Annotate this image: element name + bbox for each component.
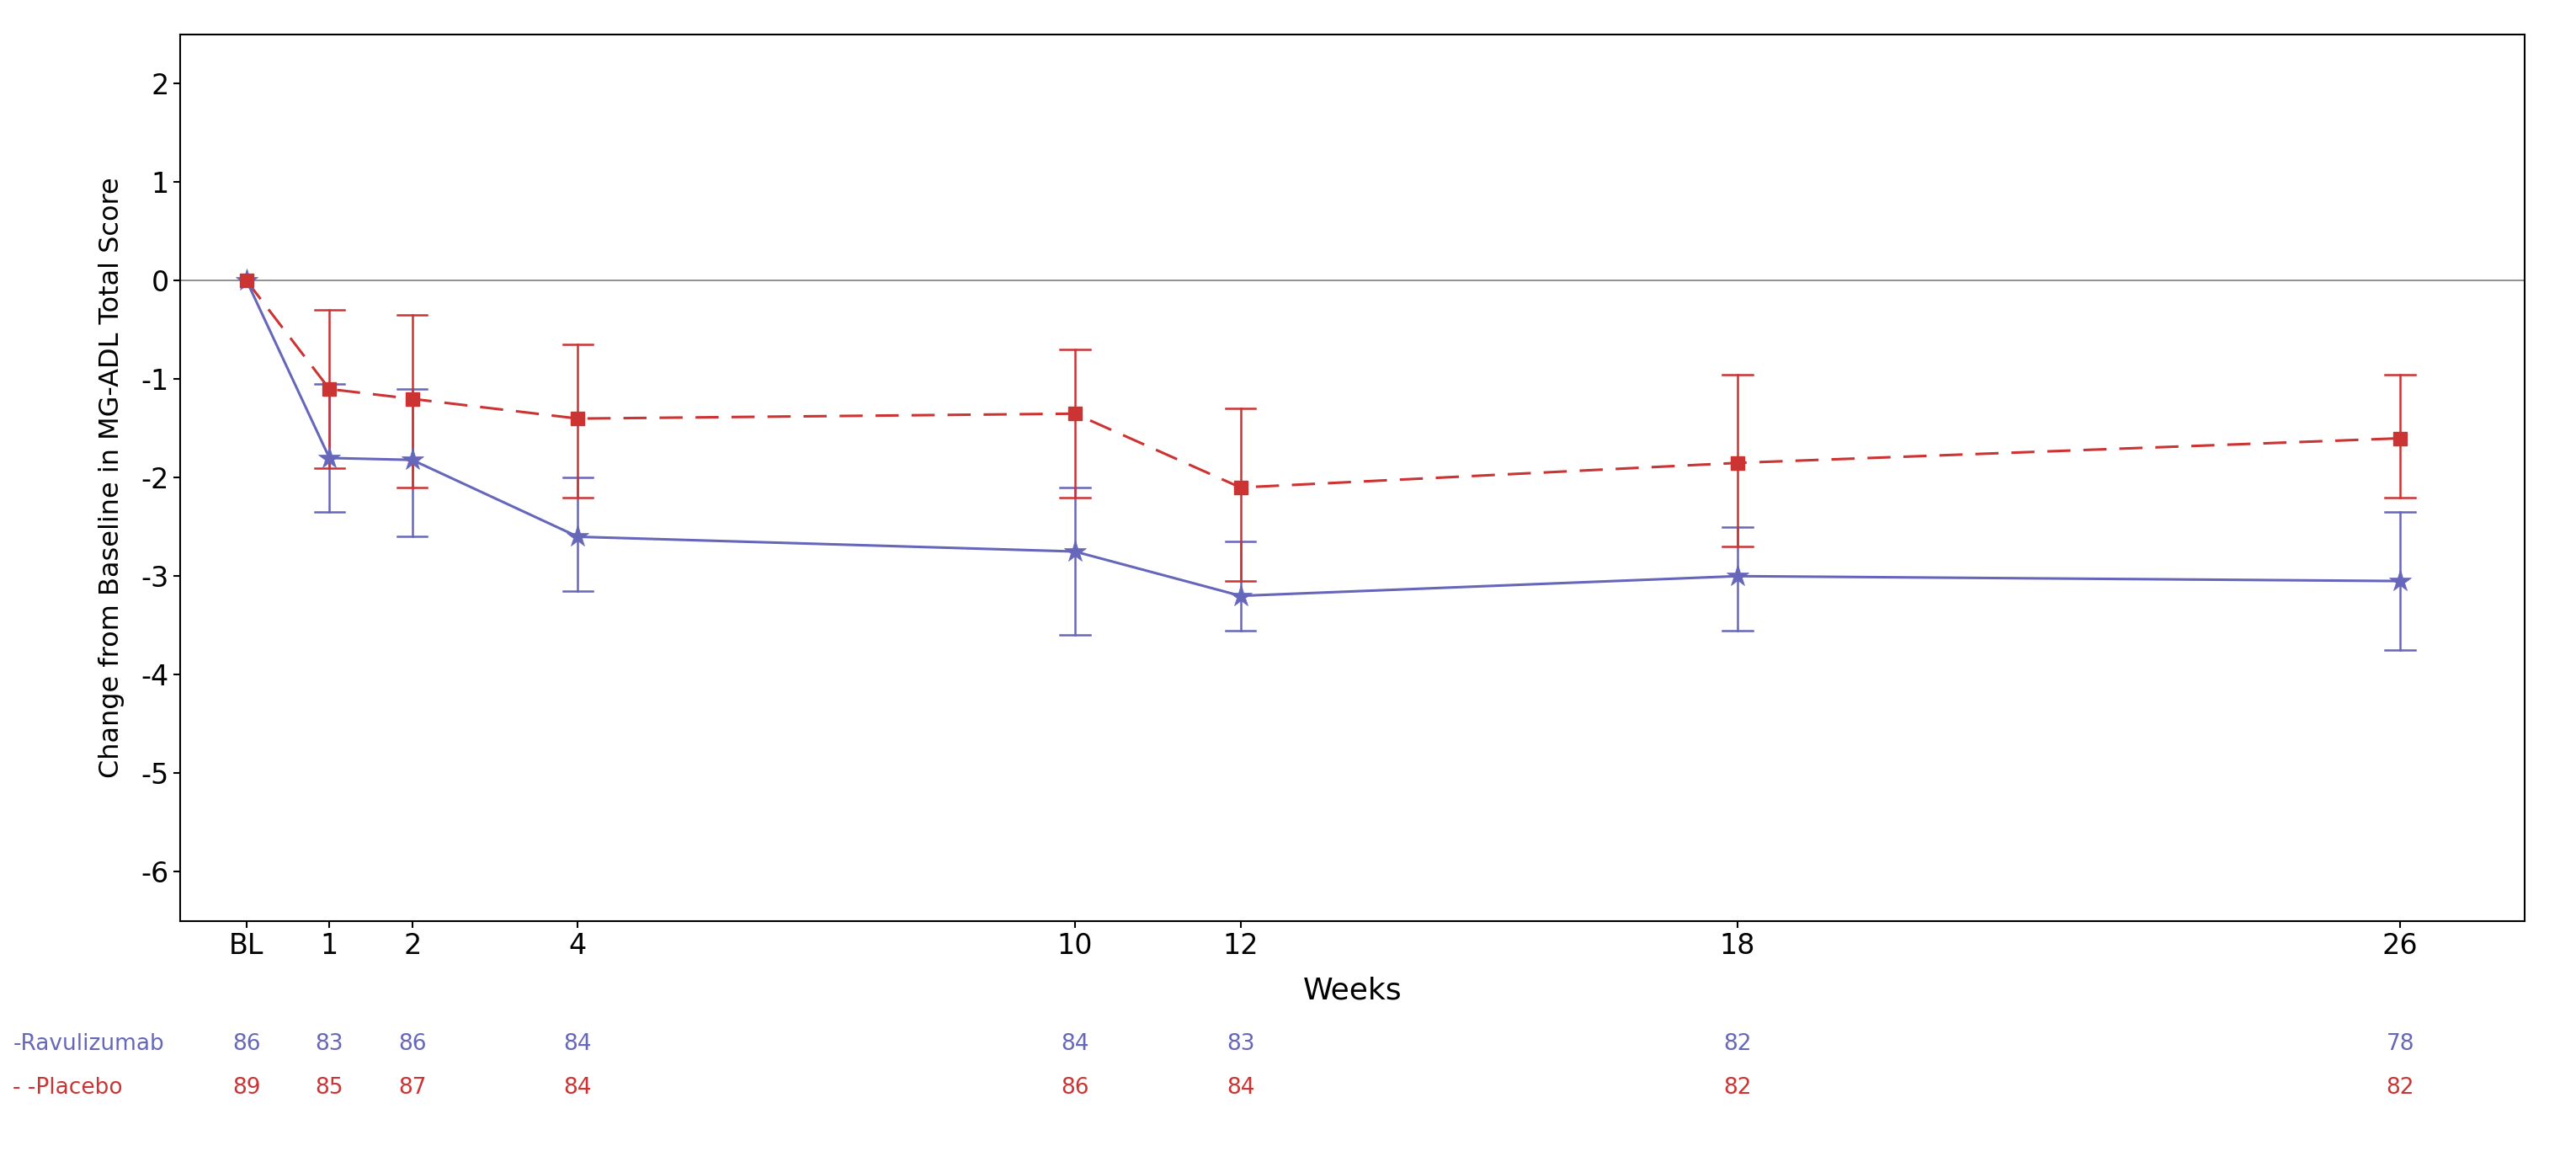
Text: 78: 78 xyxy=(2385,1032,2414,1055)
Text: 83: 83 xyxy=(314,1032,343,1055)
Text: 86: 86 xyxy=(399,1032,428,1055)
Text: 82: 82 xyxy=(1723,1076,1752,1099)
Text: 87: 87 xyxy=(399,1076,428,1099)
Text: 85: 85 xyxy=(314,1076,343,1099)
Text: 84: 84 xyxy=(1061,1032,1090,1055)
X-axis label: Weeks: Weeks xyxy=(1303,976,1401,1005)
Text: 82: 82 xyxy=(2385,1076,2414,1099)
Text: 83: 83 xyxy=(1226,1032,1255,1055)
Text: - -Placebo: - -Placebo xyxy=(13,1076,124,1099)
Text: 86: 86 xyxy=(1061,1076,1090,1099)
Text: 84: 84 xyxy=(564,1076,592,1099)
Text: 86: 86 xyxy=(232,1032,260,1055)
Text: 82: 82 xyxy=(1723,1032,1752,1055)
Y-axis label: Change from Baseline in MG-ADL Total Score: Change from Baseline in MG-ADL Total Sco… xyxy=(98,177,124,778)
Text: 84: 84 xyxy=(1226,1076,1255,1099)
Text: 84: 84 xyxy=(564,1032,592,1055)
Text: 89: 89 xyxy=(232,1076,260,1099)
Text: -Ravulizumab: -Ravulizumab xyxy=(13,1032,165,1055)
